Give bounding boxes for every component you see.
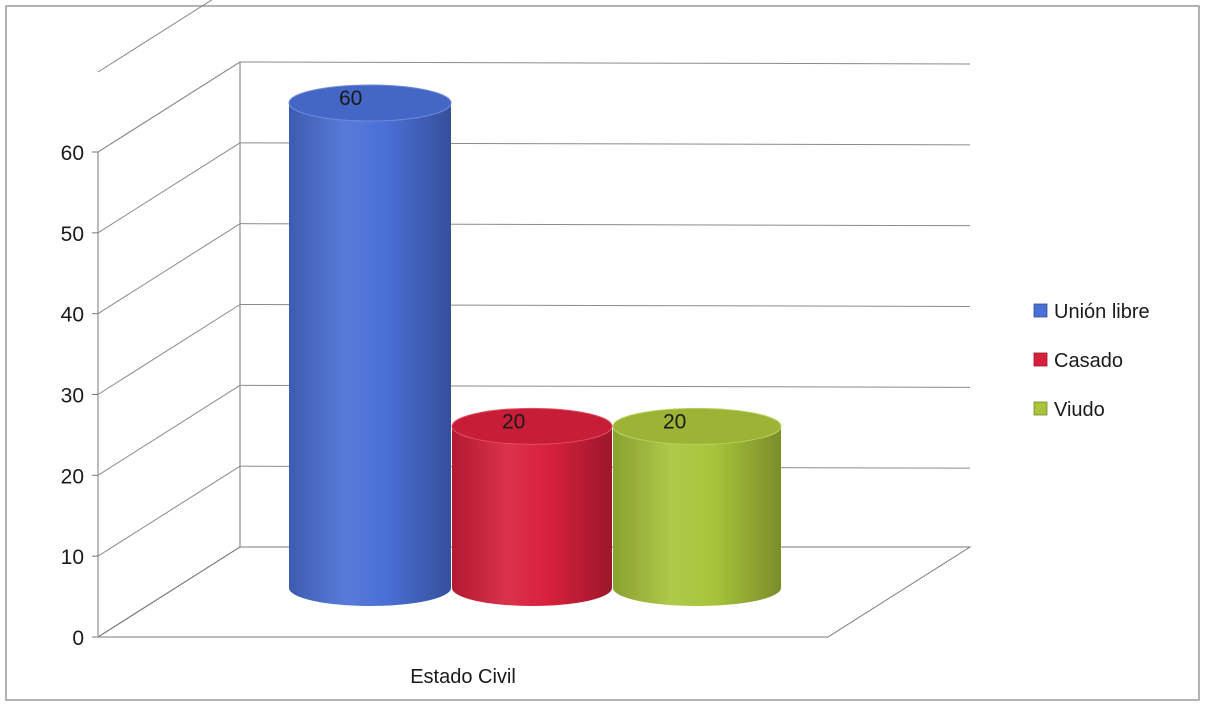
gridline-side [97, 223, 241, 315]
legend-label: Casado [1054, 350, 1123, 372]
legend: Unión libre Casado Viudo [1033, 301, 1150, 421]
gridline-side [97, 142, 241, 234]
gridline-side [97, 61, 241, 153]
bars: 60 20 20 [288, 84, 782, 606]
x-tick-label: Estado Civil [410, 666, 516, 688]
bar-body [452, 426, 612, 606]
gridline-side [97, 384, 241, 476]
y-tick-label: 20 [61, 465, 84, 488]
y-tick-label: 60 [61, 142, 84, 165]
bar-viudo: 20 [612, 407, 782, 606]
legend-label: Unión libre [1054, 301, 1150, 323]
legend-swatch [1033, 401, 1048, 416]
bar-top [612, 407, 782, 445]
gridline-back [239, 61, 971, 65]
legend-label: Viudo [1054, 399, 1105, 421]
bar-top [451, 407, 613, 445]
gridline-side [97, 304, 241, 395]
bar-casado: 20 [451, 407, 613, 606]
y-tick-label: 0 [72, 627, 84, 650]
y-axis-ticks: 0 10 20 30 40 50 60 [61, 142, 98, 650]
x-axis-ticks: Estado Civil [410, 666, 516, 688]
gridline-side [97, 465, 241, 557]
gridline-side [97, 0, 213, 73]
legend-swatch [1033, 303, 1048, 318]
data-label: 20 [502, 410, 525, 433]
y-tick-label: 30 [61, 385, 84, 408]
y-tick-label: 40 [61, 304, 84, 327]
legend-swatch [1033, 352, 1048, 367]
bar-unión-libre: 60 [288, 84, 452, 606]
data-label: 60 [339, 87, 362, 110]
y-tick-label: 10 [61, 546, 84, 569]
bar-body [289, 103, 451, 606]
bar-body [613, 426, 781, 606]
y-tick-label: 50 [61, 223, 84, 246]
bar-top [288, 84, 452, 122]
data-label: 20 [663, 410, 686, 433]
